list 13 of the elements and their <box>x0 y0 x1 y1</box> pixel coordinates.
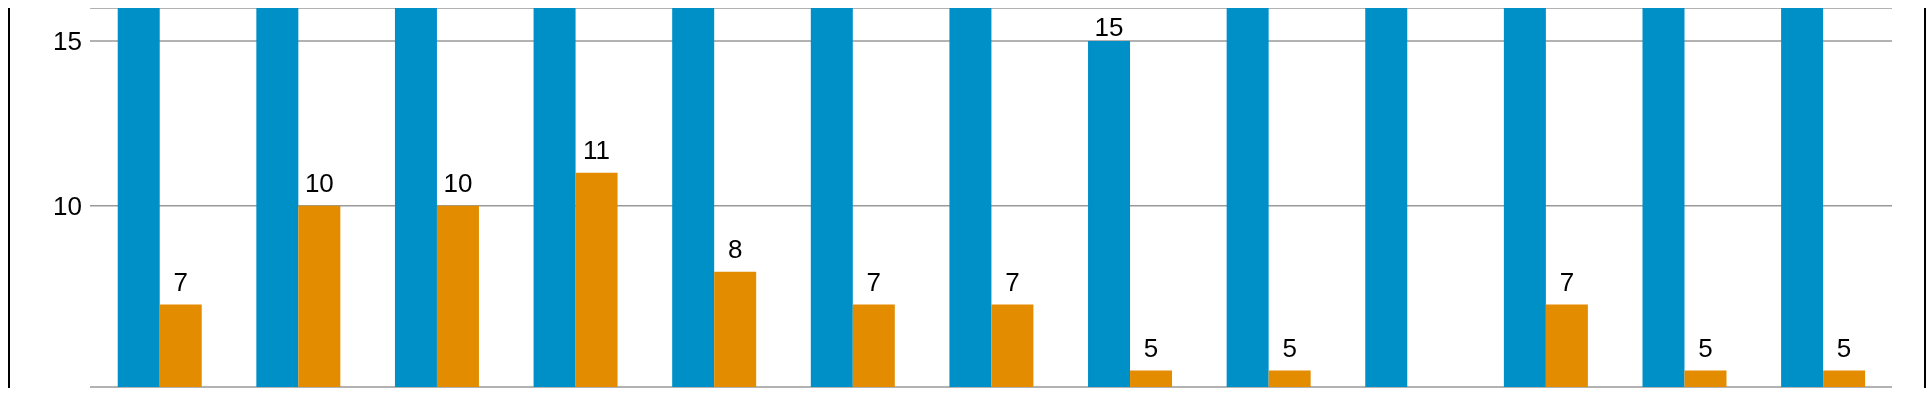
data-label: 7 <box>866 266 882 297</box>
data-label: 15 <box>1094 12 1124 42</box>
data-label: 11 <box>583 134 611 165</box>
data-label: 10 <box>304 167 334 198</box>
data-label: 8 <box>727 233 743 264</box>
data-label: 5 <box>1698 332 1713 363</box>
data-label: 10 <box>443 167 473 198</box>
data-label: 7 <box>1005 266 1020 297</box>
data-label: 7 <box>173 266 188 297</box>
data-label: 5 <box>1282 332 1297 363</box>
data-label: 5 <box>1836 332 1852 363</box>
data-label: 7 <box>1559 266 1575 297</box>
data-label: 5 <box>1143 332 1159 363</box>
